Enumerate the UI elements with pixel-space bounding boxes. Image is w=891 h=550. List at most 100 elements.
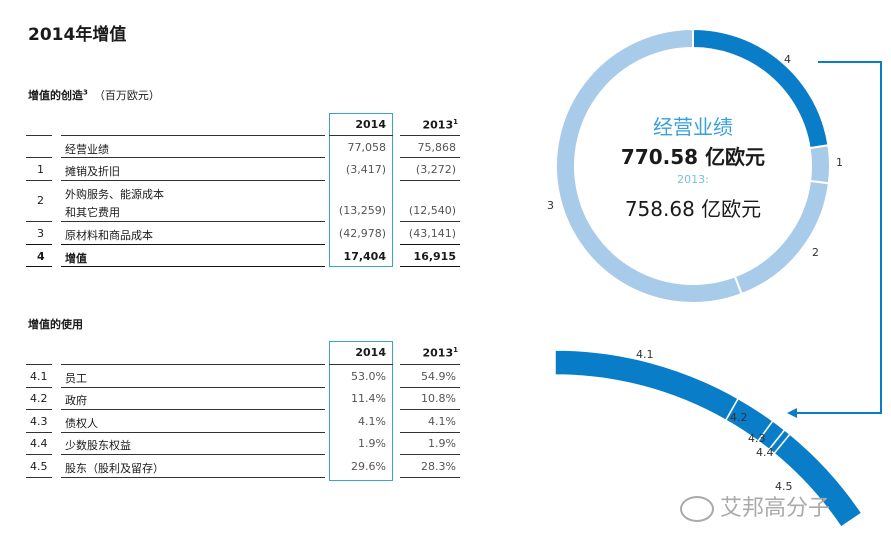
usage-row-2013: 10.8% [421,392,456,405]
donut-label-3: 3 [547,199,554,212]
usage-row-rule [400,387,460,388]
usage-row-2014: 53.0% [351,370,386,383]
usage-row-num: 4.4 [30,437,48,450]
donut-label-2: 2 [812,246,819,259]
creation-col-2013: 20131 [398,118,459,132]
watermark-logo: 艾邦高分子 [680,490,830,522]
usage-row-label: 少数股东权益 [65,439,131,452]
usage-2014-highlight [329,341,393,481]
usage-header-rule [61,364,325,365]
usage-row-rule [26,409,52,410]
creation-row-2013: (43,141) [408,227,456,240]
usage-col-2013-sup: 1 [453,346,458,354]
creation-row-num: 2 [37,194,44,207]
usage-row-label: 员工 [65,372,87,385]
creation-row-rule [400,244,460,245]
creation-row-2014: (13,259) [338,204,386,217]
chat-bubble-icon [680,496,714,522]
creation-2014-highlight [329,113,393,267]
watermark-text: 艾邦高分子 [720,496,831,521]
creation-row-2013: 75,868 [417,141,457,154]
usage-row-rule [61,477,325,478]
donut-segment-s1 [808,144,831,185]
creation-total-num: 4 [37,250,45,263]
donut-segment-s3 [555,27,743,304]
page-title: 2014年增值 [28,25,127,45]
creation-title-sup: 3 [83,88,88,97]
usage-col-2013: 20131 [398,346,459,360]
usage-row-rule [400,409,460,410]
creation-header-rule [26,135,52,136]
creation-total-rule [400,266,460,267]
usage-row-rule [400,432,460,433]
usage-row-rule [26,387,52,388]
usage-row-num: 4.3 [30,415,48,428]
arc-label-4-4: 4.4 [756,446,774,459]
creation-row-rule [61,221,325,222]
connector-arrow [787,61,882,418]
creation-row-label-line2: 和其它费用 [65,206,120,219]
creation-row-rule [400,221,460,222]
usage-row-label: 股东（股利及留存） [65,462,164,475]
creation-total-2014: 17,404 [343,250,386,263]
donut-label-1: 1 [836,156,843,169]
creation-row-rule [26,180,52,181]
usage-row-2013: 54.9% [421,370,456,383]
usage-row-rule [61,432,325,433]
creation-row-label: 经营业绩 [65,143,109,156]
usage-row-2014: 1.9% [358,437,386,450]
donut-label-4: 4 [784,53,791,66]
usage-row-2013: 1.9% [428,437,456,450]
usage-row-num: 4.1 [30,370,48,383]
donut-label-2013: 2013: [677,173,709,186]
usage-header-rule [329,364,393,365]
creation-row-2014: 77,058 [347,141,387,154]
arc-segment-5 [773,433,863,529]
usage-row-2013: 28.3% [421,460,456,473]
usage-row-rule [26,477,52,478]
creation-row-2014: (3,417) [345,163,386,176]
usage-section-title: 增值的使用 [28,318,83,331]
usage-header-rule [400,364,460,365]
creation-row-2014: (42,978) [338,227,386,240]
creation-row-rule [400,157,460,158]
donut-value-2013: 758.68 亿欧元 [624,197,762,221]
creation-row-num: 3 [37,227,44,240]
creation-col-2014: 2014 [355,118,386,131]
creation-row-rule [61,244,325,245]
creation-header-rule [329,135,393,136]
creation-unit: （百万欧元） [93,89,160,102]
creation-header-rule [61,135,325,136]
usage-row-label: 债权人 [65,417,98,430]
creation-row-label: 原材料和商品成本 [65,229,153,242]
creation-row-2013: (12,540) [408,204,456,217]
arc-label-4-5: 4.5 [775,480,793,493]
creation-row-rule [61,180,325,181]
creation-row-label: 摊销及折旧 [65,165,120,178]
creation-total-2013: 16,915 [413,250,456,263]
usage-row-rule [400,477,460,478]
creation-row-rule [400,180,460,181]
usage-row-rule [26,432,52,433]
donut-heading: 经营业绩 [653,115,733,139]
usage-arc-chart [554,349,863,529]
creation-total-label: 增值 [65,252,87,265]
usage-col-2014: 2014 [355,346,386,359]
arc-label-4-2: 4.2 [730,411,748,424]
creation-row-rule [26,221,52,222]
creation-row-rule [26,244,52,245]
creation-col-2013-sup: 1 [453,118,458,126]
usage-row-label: 政府 [65,394,87,407]
usage-col-2013-text: 2013 [422,346,454,360]
usage-row-2014: 4.1% [358,415,386,428]
creation-row-label: 外购服务、能源成本 [65,188,164,201]
usage-row-rule [61,454,325,455]
usage-row-2014: 11.4% [351,392,386,405]
creation-total-rule [26,266,52,267]
arc-label-4-3: 4.3 [748,432,766,445]
creation-header-rule [400,135,460,136]
creation-row-2013: (3,272) [415,163,456,176]
creation-col-2013-text: 2013 [422,118,454,132]
usage-row-rule [400,454,460,455]
